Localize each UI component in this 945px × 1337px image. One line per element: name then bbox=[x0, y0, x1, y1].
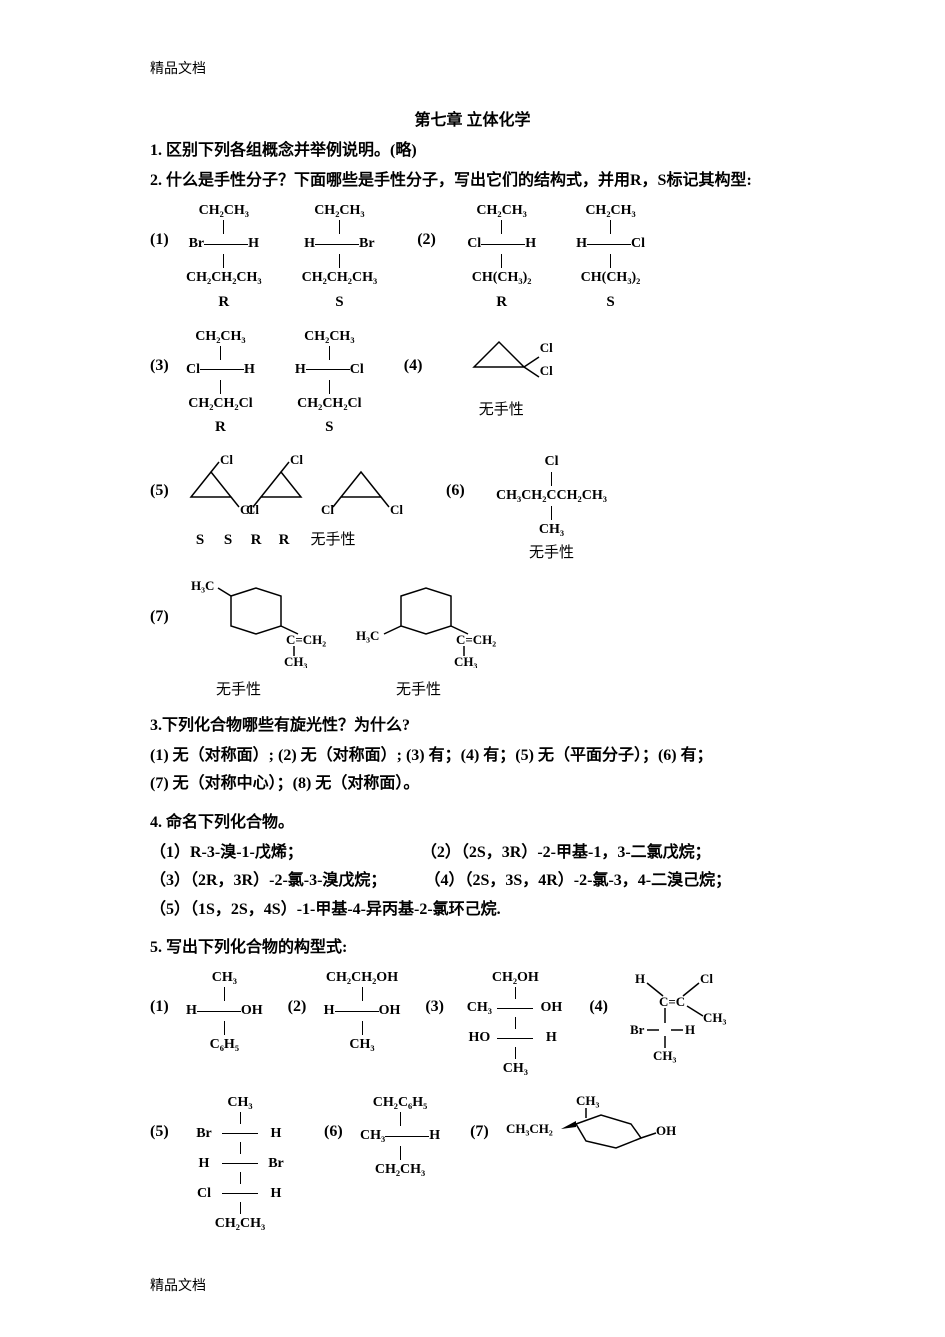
svg-text:Br: Br bbox=[630, 1022, 645, 1037]
q5-struct-2: CH₂CH₂OH HOH CH₃ bbox=[324, 968, 401, 1055]
svg-text:CH₃: CH₃ bbox=[653, 1048, 677, 1063]
question-2: 2. 什么是手性分子？下面哪些是手性分子，写出它们的结构式，并用R，S标记其构型… bbox=[150, 170, 795, 192]
label-2: (2) bbox=[417, 201, 467, 251]
svg-text:H: H bbox=[635, 971, 645, 986]
q5-label-4: (4) bbox=[589, 968, 625, 1018]
structure-6: Cl CH₃CH₂CCH₂CH₃ CH₃ 无手性 bbox=[496, 452, 607, 564]
q2-row-3-4: (3) CH₂CH₃ ClH CH₂CH₂Cl R CH₂CH₃ HCl CH₂… bbox=[150, 327, 795, 439]
q4-row2: （3）（2R，3R）-2-氯-3-溴戊烷； （4）（2S，3S，4R）-2-氯-… bbox=[150, 870, 795, 892]
question-5: 5. 写出下列化合物的构型式: bbox=[150, 937, 795, 959]
page-header: 精品文档 bbox=[150, 60, 795, 80]
q2-row-1-2: (1) CH₂CH₃ BrH CH₂CH₂CH₃ R CH₂CH₃ HBr CH… bbox=[150, 201, 795, 313]
structure-4: Cl Cl 无手性 bbox=[454, 327, 544, 422]
q2-row-5-6: (5) Cl Cl Cl Cl Cl Cl bbox=[150, 452, 795, 564]
q2-row-7: (7) H₃C C=CH₂ CH₃ 无手性 H₃C C=CH₂ CH₃ bbox=[150, 578, 795, 700]
svg-text:CH₃: CH₃ bbox=[284, 654, 308, 668]
fischer-1b: CH₂CH₃ HBr CH₂CH₂CH₃ S bbox=[302, 201, 378, 313]
q5-struct-1: CH₃ HOH C₆H₅ bbox=[186, 968, 263, 1055]
q5-struct-6: CH₂C₆H₅ CH₃H CH₂CH₃ bbox=[360, 1093, 440, 1180]
document-page: 精品文档 第七章 立体化学 1. 区别下列各组概念并举例说明。(略) 2. 什么… bbox=[0, 0, 945, 1337]
structure-5: Cl Cl Cl Cl Cl Cl S S R bbox=[186, 452, 426, 550]
svg-text:C=C: C=C bbox=[659, 994, 685, 1009]
question-1: 1. 区别下列各组概念并举例说明。(略) bbox=[150, 140, 795, 162]
q5-label-5: (5) bbox=[150, 1093, 186, 1143]
svg-text:CH₃: CH₃ bbox=[576, 1093, 600, 1108]
label-5: (5) bbox=[150, 452, 186, 502]
svg-text:CH₃CH₂: CH₃CH₂ bbox=[506, 1121, 553, 1136]
q5-struct-4: H Cl C=C CH₃ Br H CH₃ bbox=[625, 968, 735, 1075]
svg-text:Cl: Cl bbox=[290, 452, 303, 467]
fischer-2a: CH₂CH₃ ClH CH(CH₃)₂ R bbox=[467, 201, 536, 313]
q5-struct-5: CH₃ BrH HBr ClH CH₂CH₃ bbox=[186, 1093, 294, 1234]
svg-text:H₃C: H₃C bbox=[191, 578, 214, 593]
fischer-3b: CH₂CH₃ HCl CH₂CH₂Cl S bbox=[295, 327, 364, 439]
label-1: (1) bbox=[150, 201, 186, 251]
svg-text:H₃C: H₃C bbox=[356, 628, 379, 643]
q5-label-3: (3) bbox=[425, 968, 461, 1018]
fischer-1a: CH₂CH₃ BrH CH₂CH₂CH₃ R bbox=[186, 201, 262, 313]
q3-answer-line2: (7) 无（对称中心）；(8) 无（对称面）。 bbox=[150, 773, 795, 795]
svg-text:Cl: Cl bbox=[246, 502, 259, 517]
question-4: 4. 命名下列化合物。 bbox=[150, 812, 795, 834]
fischer-3a: CH₂CH₃ ClH CH₂CH₂Cl R bbox=[186, 327, 255, 439]
label-7: (7) bbox=[150, 578, 186, 628]
label-3: (3) bbox=[150, 327, 186, 377]
q3-answer-line1: (1) 无（对称面）; (2) 无（对称面）; (3) 有；(4) 有；(5) … bbox=[150, 745, 795, 767]
page-footer: 精品文档 bbox=[150, 1277, 206, 1297]
label-4: (4) bbox=[404, 327, 454, 377]
q5-struct-3: CH₂OH CH₃OH HOH CH₃ bbox=[461, 968, 569, 1079]
structure-7b: H₃C C=CH₂ CH₃ 无手性 bbox=[356, 578, 506, 700]
structure-7a: H₃C C=CH₂ CH₃ 无手性 bbox=[186, 578, 326, 700]
label-6: (6) bbox=[446, 452, 496, 502]
svg-text:CH₃: CH₃ bbox=[454, 654, 478, 668]
svg-text:Cl: Cl bbox=[220, 452, 233, 467]
svg-text:Cl: Cl bbox=[700, 971, 713, 986]
q5-struct-7: CH₃ CH₃CH₂ OH bbox=[506, 1093, 676, 1180]
svg-text:CH₃: CH₃ bbox=[703, 1010, 727, 1025]
q5-label-2: (2) bbox=[288, 968, 324, 1018]
q4-row1: （1）R-3-溴-1-戊烯； （2）（2S，3R）-2-甲基-1，3-二氯戊烷； bbox=[150, 842, 795, 864]
q5-row-2: (5) CH₃ BrH HBr ClH CH₂CH₃ (6) CH₂C₆H₅ C… bbox=[150, 1093, 795, 1234]
svg-text:OH: OH bbox=[656, 1123, 676, 1138]
svg-text:C=CH₂: C=CH₂ bbox=[286, 632, 326, 647]
svg-text:Cl: Cl bbox=[390, 502, 403, 517]
chapter-title: 第七章 立体化学 bbox=[150, 110, 795, 132]
q4-row3: （5）（1S，2S，4S）-1-甲基-4-异丙基-2-氯环己烷. bbox=[150, 899, 795, 921]
q5-label-1: (1) bbox=[150, 968, 186, 1018]
q5-label-7: (7) bbox=[470, 1093, 506, 1143]
q5-row-1: (1) CH₃ HOH C₆H₅ (2) CH₂CH₂OH HOH CH₃ (3… bbox=[150, 968, 795, 1079]
svg-text:Cl: Cl bbox=[321, 502, 334, 517]
question-3: 3.下列化合物哪些有旋光性？为什么? bbox=[150, 715, 795, 737]
fischer-2b: CH₂CH₃ HCl CH(CH₃)₂ S bbox=[576, 201, 645, 313]
svg-text:C=CH₂: C=CH₂ bbox=[456, 632, 496, 647]
q5-label-6: (6) bbox=[324, 1093, 360, 1143]
svg-text:H: H bbox=[685, 1022, 695, 1037]
